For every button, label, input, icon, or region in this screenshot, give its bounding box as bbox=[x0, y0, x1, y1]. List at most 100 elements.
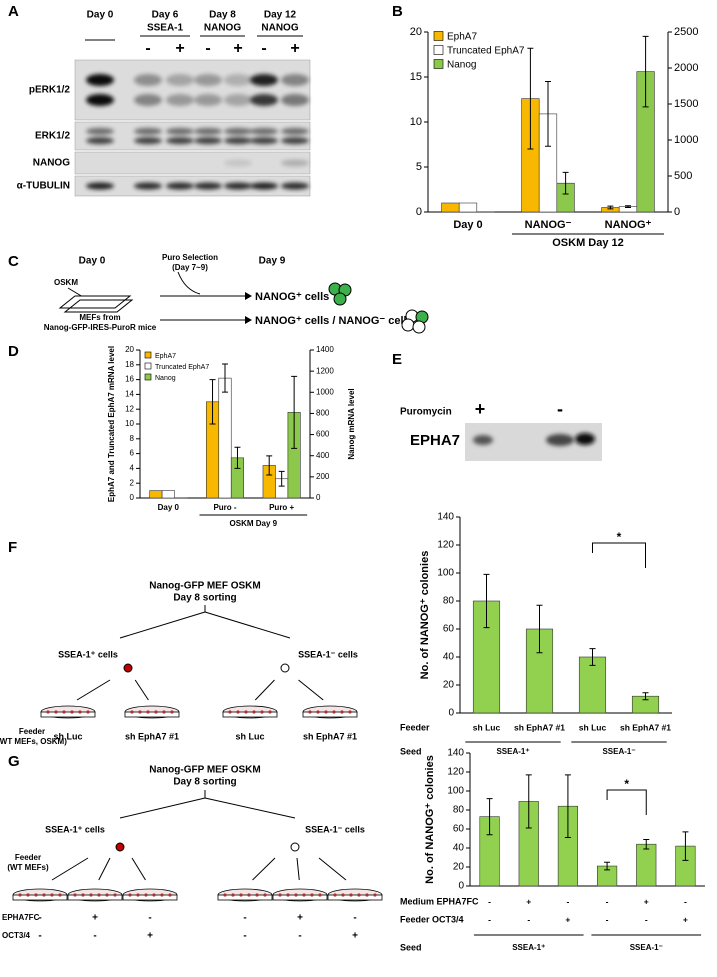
significance-label: * bbox=[624, 777, 629, 791]
band bbox=[134, 137, 162, 145]
arrow bbox=[177, 271, 201, 295]
bar bbox=[441, 202, 460, 213]
blot bbox=[74, 59, 311, 121]
band bbox=[194, 137, 222, 145]
cell bbox=[228, 710, 232, 714]
legend-label: Nanog bbox=[447, 60, 476, 71]
error-bar bbox=[266, 455, 273, 476]
error-bar bbox=[642, 35, 649, 108]
dish bbox=[12, 894, 68, 901]
panel-label: B bbox=[392, 3, 403, 20]
error-bar bbox=[209, 379, 216, 425]
error-bar bbox=[604, 861, 611, 871]
band bbox=[473, 435, 493, 445]
blot bbox=[74, 121, 311, 151]
y2-tick-label: 0 bbox=[316, 493, 321, 502]
panel-label: E bbox=[392, 351, 402, 368]
cell bbox=[280, 663, 290, 673]
cell bbox=[146, 710, 150, 714]
row-value: + bbox=[683, 914, 688, 924]
band bbox=[224, 127, 252, 135]
row-value: - bbox=[353, 913, 356, 924]
y-tick-label: 20 bbox=[125, 345, 134, 354]
label: Feeder bbox=[15, 853, 41, 862]
cell bbox=[123, 663, 133, 673]
dish bbox=[67, 894, 123, 901]
row-value: - bbox=[645, 914, 648, 924]
band bbox=[224, 159, 252, 167]
sign: + bbox=[175, 40, 184, 57]
blot-row-label: pERK1/2 bbox=[29, 85, 71, 96]
cell bbox=[349, 893, 353, 897]
y2-axis-label: Nanog mRNA level bbox=[347, 388, 356, 459]
x-tick-label: NANOG⁻ bbox=[525, 219, 572, 231]
cell bbox=[268, 710, 272, 714]
y2-tick-label: 1400 bbox=[316, 345, 334, 354]
cell bbox=[154, 710, 158, 714]
cell bbox=[162, 710, 166, 714]
cell bbox=[302, 893, 306, 897]
cell bbox=[401, 318, 415, 332]
y-tick-label: 14 bbox=[125, 390, 134, 399]
row-value: - bbox=[606, 914, 609, 924]
cell bbox=[54, 710, 58, 714]
cell bbox=[18, 893, 22, 897]
y-tick-label: 16 bbox=[125, 375, 134, 384]
band bbox=[250, 127, 278, 135]
row-value: + bbox=[644, 896, 649, 906]
label: Day 8 sorting bbox=[173, 777, 236, 788]
row-value: - bbox=[298, 931, 301, 942]
error-bar bbox=[564, 774, 571, 839]
cell bbox=[128, 893, 132, 897]
sign: + bbox=[475, 399, 486, 419]
band bbox=[281, 74, 309, 86]
y2-tick-label: 1000 bbox=[316, 387, 334, 396]
blot-header: NANOG bbox=[204, 23, 241, 34]
band bbox=[281, 94, 309, 106]
x-tick-label: Day 0 bbox=[158, 503, 180, 512]
bar bbox=[636, 843, 657, 887]
dish bbox=[272, 894, 328, 901]
label: SSEA-1⁺ cells bbox=[45, 824, 105, 834]
cell bbox=[115, 842, 125, 852]
row-value: - bbox=[527, 914, 530, 924]
row-value: - bbox=[93, 931, 96, 942]
cell bbox=[130, 710, 134, 714]
band bbox=[250, 182, 278, 190]
panel-label: F bbox=[8, 539, 17, 556]
y-tick-label: 140 bbox=[447, 748, 464, 759]
cell bbox=[247, 893, 251, 897]
row-label: EPHA7FC bbox=[2, 913, 40, 922]
label: NANOG⁺ cells bbox=[255, 291, 329, 303]
band bbox=[134, 182, 162, 190]
error-bar bbox=[222, 363, 228, 393]
cell bbox=[278, 893, 282, 897]
y-tick-label: 0 bbox=[416, 206, 422, 218]
y-axis-label: No. of NANOG⁺ colonies bbox=[419, 551, 431, 680]
y-tick-label: 100 bbox=[447, 786, 464, 797]
legend-label: Truncated EphA7 bbox=[155, 364, 209, 371]
y-tick-label: 10 bbox=[125, 419, 134, 428]
y-tick-label: 100 bbox=[437, 568, 454, 579]
panel-label: G bbox=[8, 753, 20, 770]
y2-tick-label: 200 bbox=[316, 472, 330, 481]
cell bbox=[136, 893, 140, 897]
cell bbox=[138, 710, 142, 714]
sign: - bbox=[261, 40, 266, 57]
band bbox=[194, 94, 222, 106]
seed-group: SSEA-1⁺ bbox=[496, 747, 529, 756]
arrow bbox=[51, 857, 89, 881]
dish bbox=[217, 894, 273, 901]
cell bbox=[340, 710, 344, 714]
band bbox=[281, 159, 309, 167]
y-tick-label: 0 bbox=[458, 881, 464, 892]
y-tick-label: 12 bbox=[125, 404, 134, 413]
label: Day 0 bbox=[79, 256, 106, 267]
band bbox=[194, 182, 222, 190]
y-tick-label: 15 bbox=[410, 71, 422, 83]
label: SSEA-1⁻ cells bbox=[298, 649, 358, 659]
label: OSKM bbox=[54, 278, 78, 287]
band bbox=[86, 127, 114, 135]
cell bbox=[294, 893, 298, 897]
row-label: Feeder OCT3/4 bbox=[400, 914, 464, 924]
